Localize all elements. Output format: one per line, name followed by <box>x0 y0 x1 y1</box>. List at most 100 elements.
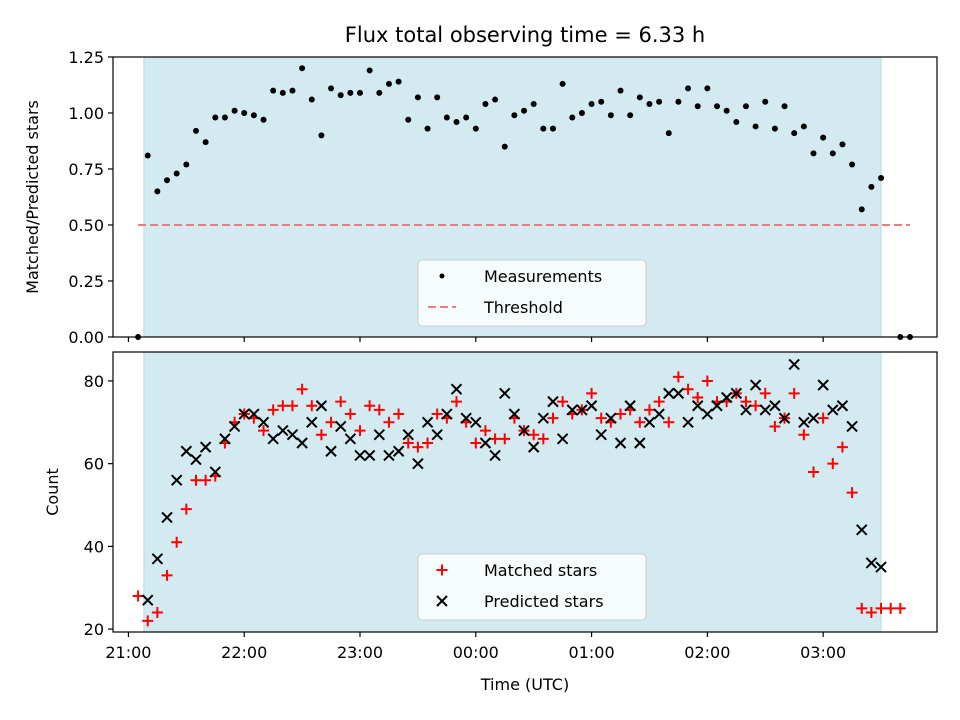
matched-star-point <box>354 425 366 437</box>
measurement-point <box>164 177 171 184</box>
legend-label: Threshold <box>483 298 563 317</box>
predicted-star-point <box>412 457 424 470</box>
predicted-star-point <box>759 404 771 416</box>
predicted-star-point <box>335 420 347 433</box>
y-axis-label: Count <box>43 468 62 516</box>
legend-label: Matched stars <box>484 561 597 580</box>
measurement-point <box>665 130 672 137</box>
measurement-point <box>878 174 885 181</box>
predicted-star-point <box>228 420 241 433</box>
measurement-point <box>559 80 566 87</box>
predicted-star-point <box>190 453 202 466</box>
predicted-star-point <box>209 466 221 478</box>
measurement-point <box>221 114 228 121</box>
measurement-point <box>607 112 614 119</box>
predicted-star-point <box>441 408 453 420</box>
measurement-point <box>405 116 412 123</box>
predicted-star-point <box>354 449 366 462</box>
y-tick-label: 40 <box>84 537 104 556</box>
matched-star-point <box>817 412 829 424</box>
matched-star-point <box>807 466 819 478</box>
top-panel: 0.00 0.25 0.50 0.75 1.00 1.25 Matched/Predicte… <box>23 48 938 347</box>
predicted-star-point <box>450 383 463 395</box>
predicted-star-point <box>566 404 578 416</box>
matched-star-point <box>325 416 337 428</box>
matched-star-point <box>537 433 549 445</box>
predicted-star-point <box>383 449 395 462</box>
measurement-point <box>733 118 740 125</box>
y-tick-label: 1.00 <box>68 104 104 123</box>
x-axis-label: Time (UTC) <box>480 675 569 694</box>
y-tick-label: 0.00 <box>68 328 104 347</box>
predicted-star-point <box>470 416 482 429</box>
predicted-star-point <box>363 449 376 462</box>
matched-star-point <box>885 602 897 614</box>
predicted-star-point <box>161 511 173 524</box>
measurement-point <box>849 161 856 168</box>
measurement-point <box>839 141 846 148</box>
predicted-star-point <box>605 412 617 424</box>
measurement-point <box>289 87 296 94</box>
x-tick-label: 22:00 <box>221 643 267 662</box>
measurement-point <box>463 114 470 121</box>
predicted-star-point <box>817 379 829 391</box>
measurement-point <box>366 67 373 74</box>
matched-star-point <box>769 420 781 432</box>
measurement-point <box>279 89 286 96</box>
measurement-point <box>521 107 528 114</box>
legend-box <box>417 553 647 621</box>
x-tick-label: 00:00 <box>453 643 499 662</box>
predicted-star-point <box>556 433 569 445</box>
matched-star-point <box>450 396 462 408</box>
x-tick-label: 03:00 <box>800 643 846 662</box>
predicted-star-point <box>180 445 193 457</box>
measurement-point <box>762 98 769 105</box>
predicted-star-point <box>701 408 714 420</box>
predicted-star-point <box>730 387 743 400</box>
predicted-star-point <box>151 553 164 565</box>
measurement-point <box>424 125 431 132</box>
predicted-star-point <box>614 437 627 449</box>
legend-label: Predicted stars <box>484 592 604 611</box>
matched-star-point <box>595 412 607 424</box>
predicted-star-point <box>798 416 810 429</box>
predicted-star-point <box>518 424 530 437</box>
predicted-star-point <box>373 429 386 441</box>
measurement-point <box>318 132 325 139</box>
measurement-point <box>347 89 354 96</box>
predicted-star-point <box>788 358 800 371</box>
measurement-point <box>250 112 257 119</box>
measurement-point <box>183 161 190 168</box>
y-tick-label: 60 <box>84 455 104 474</box>
predicted-star-point <box>547 395 559 408</box>
measurement-point <box>723 107 730 114</box>
measurement-point <box>482 101 489 108</box>
x-tick-label: 02:00 <box>684 643 730 662</box>
matched-star-point <box>258 425 270 437</box>
y-tick-label: 0.75 <box>68 160 104 179</box>
measurement-point <box>472 125 479 132</box>
measurement-point <box>694 103 701 110</box>
matched-star-point <box>479 425 491 437</box>
predicted-star-point <box>402 429 414 441</box>
measurement-point <box>646 101 653 108</box>
legend-label: Measurements <box>484 267 602 286</box>
matched-star-point <box>672 371 684 383</box>
predicted-star-point <box>508 408 521 420</box>
y-axis-label: Matched/Predicted stars <box>23 100 42 294</box>
measurement-point <box>192 127 199 134</box>
legend-marker-predicted <box>436 595 448 607</box>
x-tick-label: 21:00 <box>105 643 151 662</box>
measurement-point <box>357 89 364 96</box>
predicted-star-point <box>846 420 858 433</box>
predicted-star-point <box>769 400 781 412</box>
measurement-point <box>675 98 682 105</box>
predicted-star-point <box>634 437 646 449</box>
bottom-panel: 20 40 60 80 21:00 22:00 23:00 00:00 01:00 02:00 03… <box>43 351 938 662</box>
matched-star-point <box>383 416 395 428</box>
predicted-star-point <box>585 400 598 412</box>
measurement-point <box>617 87 624 94</box>
measurement-point <box>241 110 248 116</box>
matched-star-point <box>836 441 848 453</box>
